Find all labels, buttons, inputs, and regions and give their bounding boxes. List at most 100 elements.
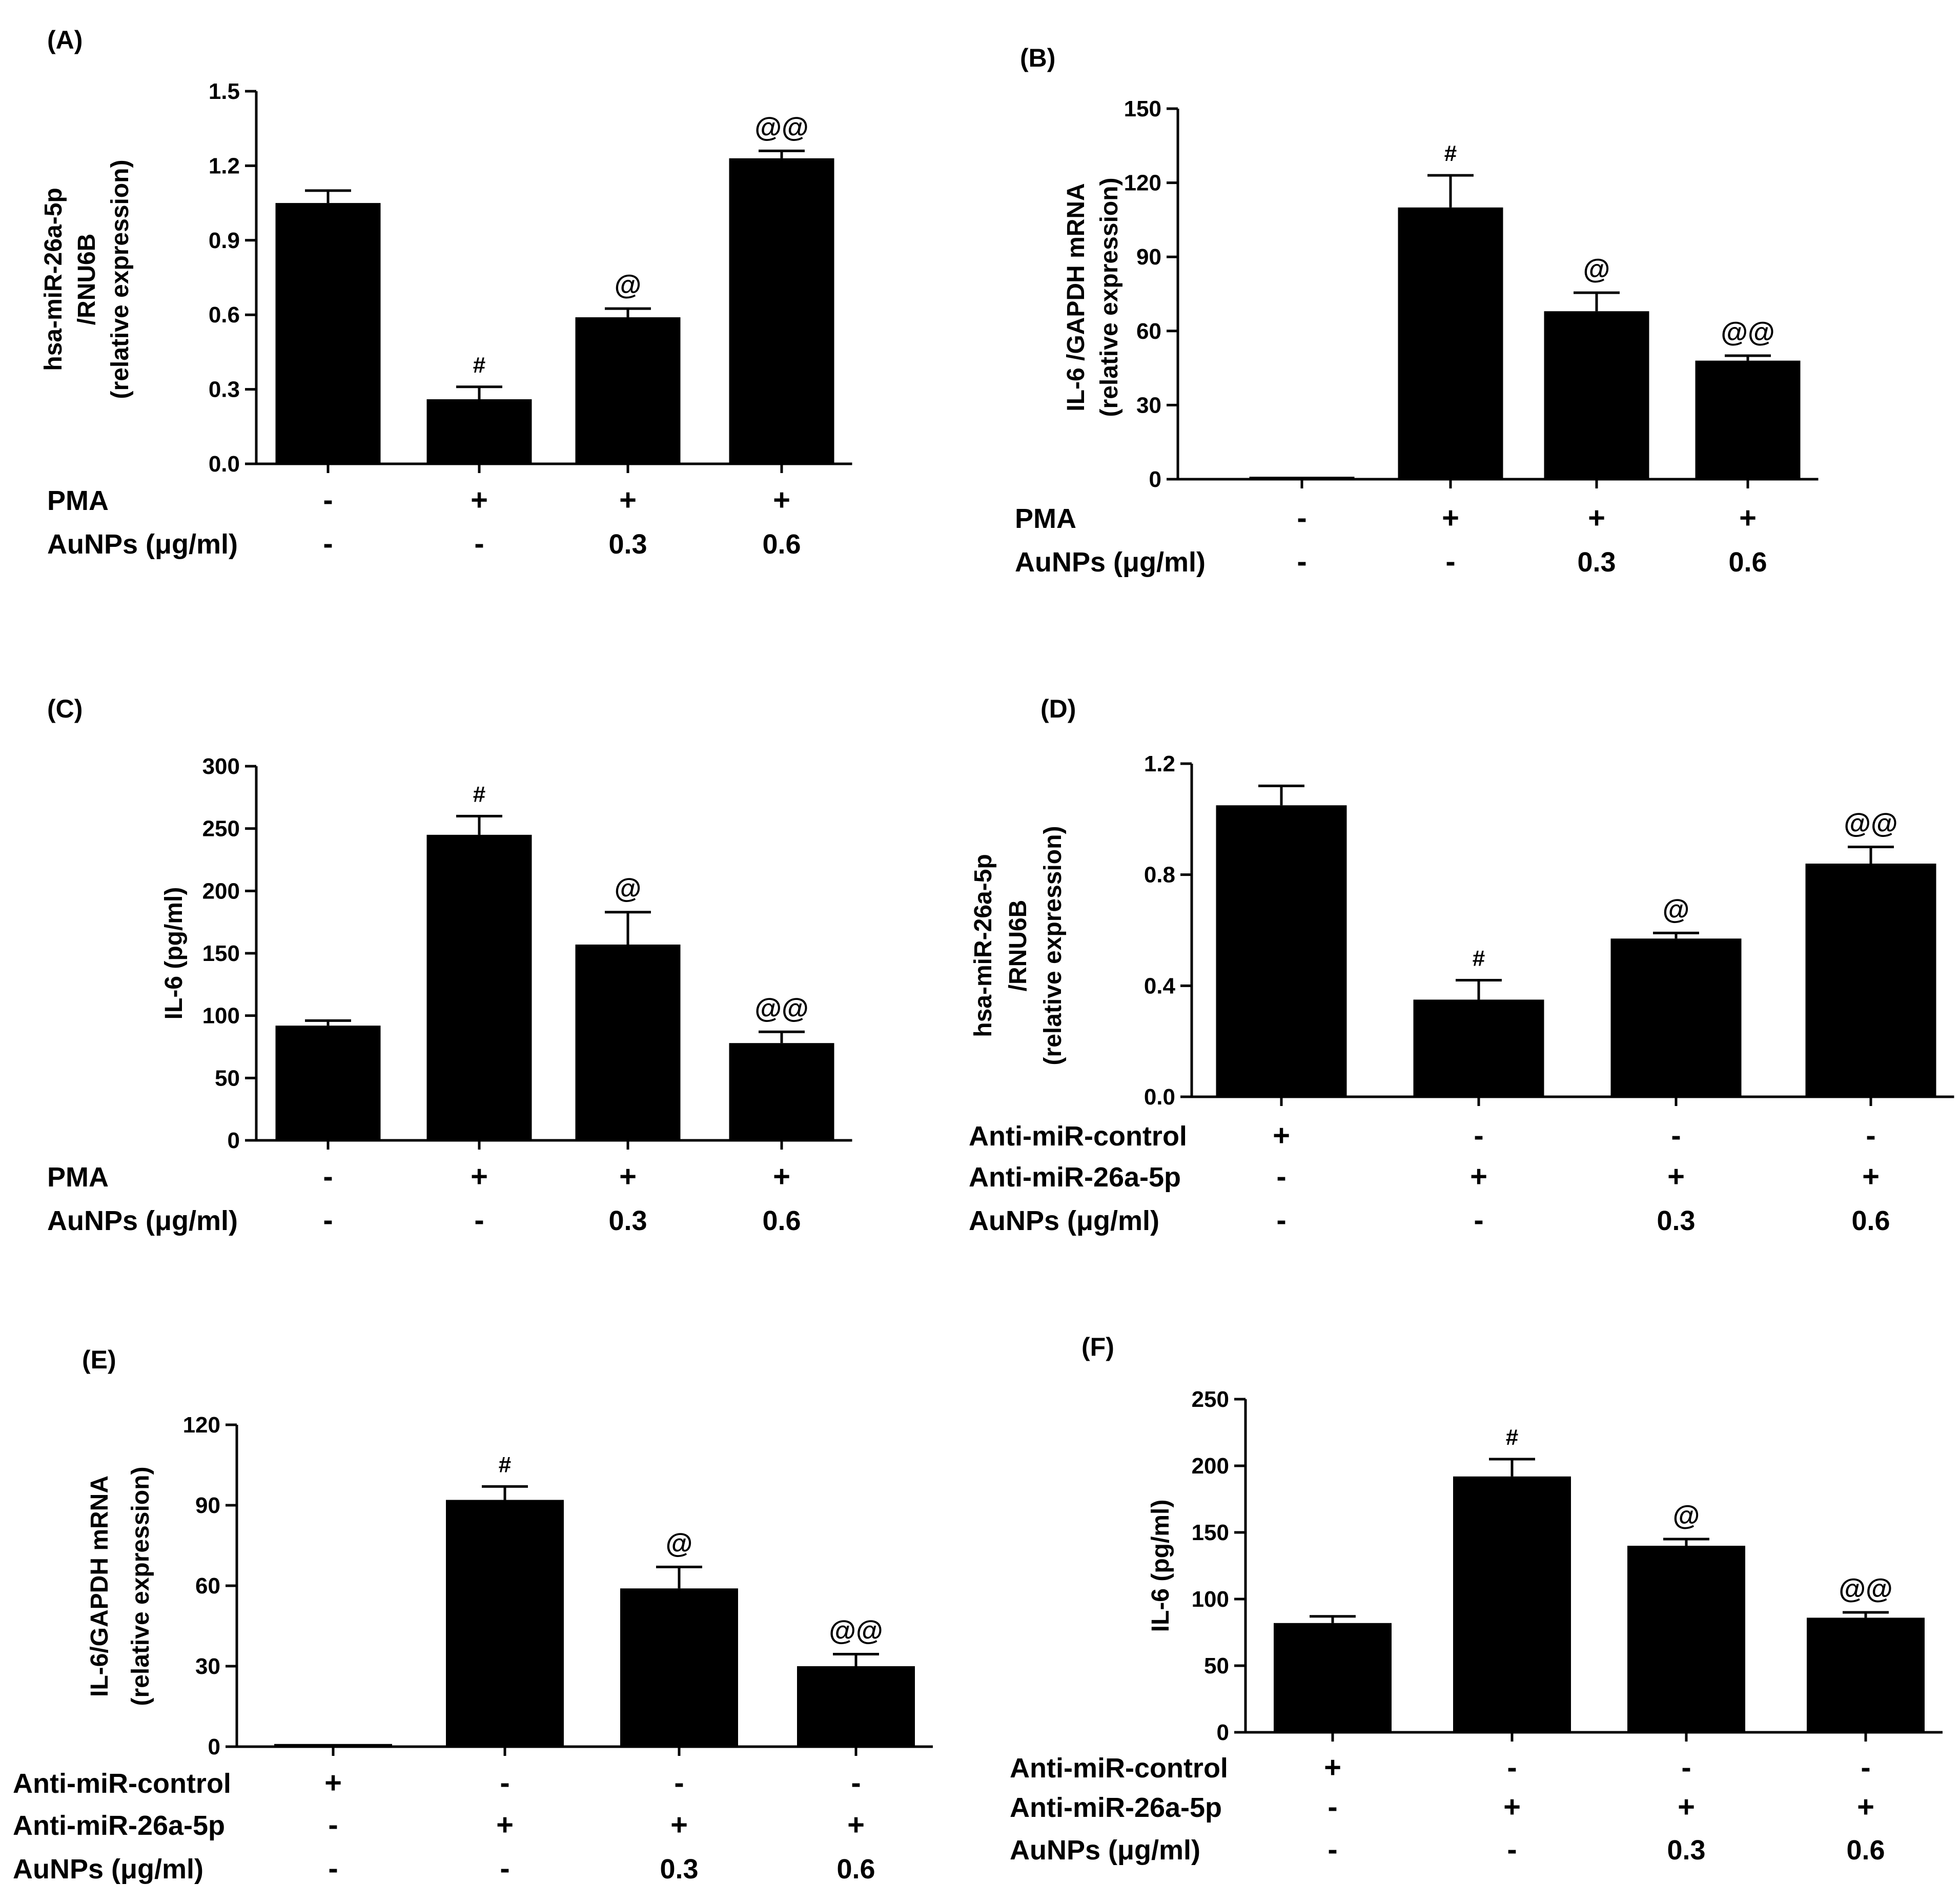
significance-marker: @ [615,270,642,300]
condition-value: + [773,1160,790,1193]
condition-value: - [1276,1160,1286,1193]
condition-row-label: Anti-miR-control [969,1121,1187,1152]
bar [446,1500,564,1747]
y-axis-label: (relative expression) [107,160,134,399]
y-tick-label: 0.0 [1144,1084,1175,1110]
condition-value: + [773,483,790,517]
y-tick-label: 60 [1136,319,1161,344]
condition-value: + [1588,501,1605,535]
significance-marker: @@ [1844,808,1897,839]
condition-row-label: AuNPs (μg/ml) [1010,1835,1200,1866]
y-tick-label: 200 [202,878,240,904]
panel-label: (D) [1040,694,1076,723]
condition-row-label: Anti-miR-control [1010,1753,1228,1784]
condition-value: - [500,1852,509,1885]
condition-value: - [323,1160,333,1193]
condition-row-label: Anti-miR-26a-5p [969,1162,1181,1193]
condition-value: 0.3 [1577,547,1616,578]
condition-value: + [1442,501,1459,535]
condition-row-label: AuNPs (μg/ml) [47,529,238,560]
condition-value: + [324,1766,342,1799]
condition-value: 0.3 [660,1854,698,1885]
bar [729,158,834,464]
bar [1216,805,1347,1097]
bar [1274,1623,1392,1732]
condition-row-label: PMA [47,1162,109,1193]
y-tick-label: 60 [195,1573,220,1599]
y-axis-label: /RNU6B [1005,900,1032,992]
y-tick-label: 0.0 [209,452,240,477]
condition-value: + [496,1808,514,1841]
bar [1413,999,1544,1097]
significance-marker: # [473,782,485,807]
condition-value: - [674,1766,684,1799]
condition-value: 0.6 [1851,1205,1890,1236]
bar [1453,1476,1571,1732]
panel-b: (B) 0 30 60 90 120 150 IL-6 /GAPDH mRNA (relativ… [1015,44,1819,578]
condition-value: + [1273,1119,1290,1152]
bar [1805,864,1936,1097]
y-tick-label: 0.4 [1144,973,1176,998]
y-tick-label: 150 [202,941,240,966]
significance-marker: # [1473,946,1485,971]
panel-label: (E) [82,1345,116,1374]
bar [1627,1546,1745,1732]
y-tick-label: 300 [202,754,240,779]
condition-value: - [1328,1833,1337,1866]
panel-e: (E) 0 30 60 90 120 IL-6/GAPDH mRNA (relative ex… [13,1345,933,1885]
condition-value: - [1276,1203,1286,1237]
y-axis-label: (relative expression) [1039,826,1067,1066]
condition-row-label: AuNPs (μg/ml) [13,1854,203,1885]
bar [729,1043,834,1140]
condition-row-label: Anti-miR-control [13,1768,231,1799]
bar [1544,311,1649,479]
significance-marker: # [1506,1425,1518,1450]
condition-value: + [1503,1790,1521,1824]
condition-row-label: Anti-miR-26a-5p [1010,1792,1222,1823]
y-axis-label: hsa-miR-26a-5p [970,854,997,1037]
y-tick-label: 1.2 [1144,751,1175,776]
condition-value: - [1671,1119,1681,1152]
condition-value: - [1861,1751,1870,1784]
condition-row-label: Anti-miR-26a-5p [13,1810,225,1841]
condition-value: + [1678,1790,1695,1824]
condition-value: + [1739,501,1757,535]
y-axis-label: IL-6/GAPDH mRNA [86,1476,113,1697]
condition-value: + [471,483,488,517]
significance-marker: @@ [1721,317,1774,347]
y-axis-label: IL-6 /GAPDH mRNA [1063,183,1090,411]
condition-value: - [1445,545,1455,578]
bar [426,399,532,464]
y-tick-label: 150 [1124,96,1161,121]
y-tick-label: 0.9 [209,228,240,253]
panel-label: (F) [1081,1333,1114,1361]
bar [1695,360,1801,479]
condition-value: - [500,1766,509,1799]
significance-marker: # [499,1452,511,1477]
condition-value: - [323,483,333,517]
y-tick-label: 90 [195,1493,220,1518]
panel-label: (A) [47,26,83,54]
bar [426,834,532,1140]
condition-value: 0.6 [1846,1835,1885,1866]
significance-marker: @@ [1839,1573,1892,1604]
condition-value: 0.6 [762,529,801,560]
y-tick-label: 0 [1217,1720,1229,1745]
bar [797,1666,915,1747]
condition-value: - [1297,545,1306,578]
y-tick-label: 90 [1136,244,1161,270]
y-axis-label: (relative expression) [127,1467,154,1706]
significance-marker: # [1444,141,1457,166]
condition-row-label: AuNPs (μg/ml) [969,1205,1159,1236]
condition-value: + [619,1160,637,1193]
condition-row-label: AuNPs (μg/ml) [1015,547,1206,578]
y-tick-label: 0.6 [209,302,240,327]
y-axis-label: (relative expression) [1096,178,1123,417]
significance-marker: @@ [829,1615,883,1646]
y-tick-label: 150 [1192,1520,1229,1545]
y-axis-label: /RNU6B [73,234,100,325]
condition-value: 0.3 [1667,1835,1705,1866]
y-tick-label: 120 [183,1412,220,1438]
condition-value: - [328,1852,338,1885]
